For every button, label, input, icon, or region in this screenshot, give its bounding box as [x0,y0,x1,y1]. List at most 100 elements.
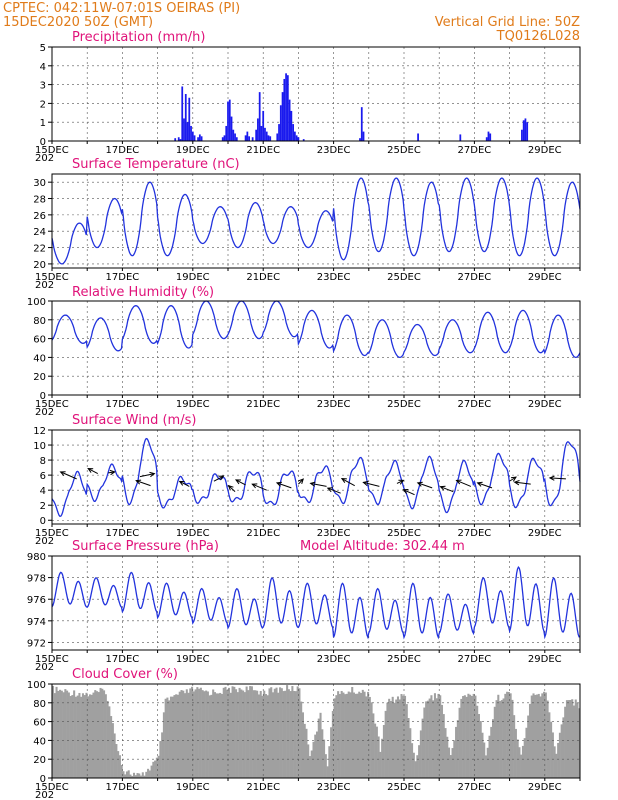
cloud-cover-bar [141,772,144,778]
precipitation-bar [417,133,419,141]
x-tick-label: 17DEC [106,272,140,283]
x-tick-label: 27DEC [458,272,492,283]
y-tick-label: 12 [33,426,46,437]
x-tick-label: 25DEC [387,528,421,539]
cloud-cover-bar [483,742,486,778]
wind-arrow [440,486,454,493]
cloud-cover-bar [189,688,192,778]
cloud-cover-bar [365,696,368,778]
cloud-cover-bar [118,755,121,778]
precipitation-bar [248,136,250,141]
y-tick-label: 40 [33,736,46,747]
precipitation-bar [522,120,525,141]
x-tick-label: 27DEC [458,528,492,539]
y-tick-label: 20 [33,260,46,271]
temperature-title: Surface Temperature (nC) [72,157,240,172]
cloud-cover-bar [280,688,283,778]
y-tick-label: 60 [33,718,46,729]
precipitation-bar [286,75,289,141]
cloud-cover-bar [96,691,99,778]
cloud-cover-bar [395,699,398,778]
cloud-cover-bar [440,704,444,778]
cloud-cover-bar [405,704,408,778]
x-tick-label: 15DEC [35,145,69,156]
cloud-cover-bar [372,713,375,778]
wind-title: Surface Wind (m/s) [72,413,196,428]
precipitation-bar [278,124,280,141]
temperature-xticks: 15DEC202 17DEC 19DEC 21DEC 23DEC 25DEC 27DEC 29… [35,268,581,291]
humidity-yticks: 0 20 40 60 80 100 [27,297,52,402]
precipitation-bar [276,133,279,141]
header-location: CPTEC: 042:11W-07:01S OEIRAS (PI) [3,1,240,16]
cloud-cover-bar [502,698,505,778]
cloud-cover-bar [148,770,151,778]
cloud-cover-bar [557,742,560,778]
precipitation-bar [190,125,192,141]
cloud-cover-bar [448,747,451,778]
cloud-cover-bar [430,695,433,778]
precipitation-bar [269,136,272,141]
cloud-cover-bar [432,700,435,778]
wind-arrow [87,468,98,475]
precipitation-bar [302,139,305,141]
x-tick-label: 19DEC [176,145,210,156]
cloud-cover-bar [490,726,493,778]
cloud-cover-bar [175,694,178,778]
cloud-cover-bar [548,712,551,778]
cloud-cover-bar [64,689,67,778]
y-tick-label: 100 [27,680,46,691]
wind-arrow-head [135,479,142,485]
precipitation-bar [283,78,286,141]
cloud-cover-bar [375,726,378,778]
precipitation-bar [297,137,300,141]
x-tick-label: 17DEC [106,654,140,665]
cloud-cover-bar [384,710,387,778]
cloud-cover-bar [532,693,535,778]
y-tick-label: 26 [33,211,46,222]
cloud-cover-bar [499,701,502,778]
cloud-cover-bar [150,765,153,778]
cloud-cover-bar [569,699,572,778]
cloud-cover-bar [402,695,405,778]
cloud-cover-bar [176,694,180,778]
cloud-cover-bar [500,700,503,778]
cloud-cover-bar [312,741,315,778]
precipitation-bar [198,134,201,141]
cloud-cover-bar [527,715,530,778]
cloud-cover-bar [518,747,521,778]
cloud-cover-bar [377,736,380,778]
cloud-cover-bar [173,695,176,778]
precipitation-bar [265,131,268,141]
y-tick-label: 4 [40,62,46,73]
wind-arrow-head [476,481,483,487]
cloud-cover-bars [52,685,581,778]
cloud-cover-bar [257,694,260,778]
cloud-cover-bar [138,773,141,778]
x-tick-label: 29DEC [528,145,562,156]
x-tick-label: 25DEC [387,782,421,793]
header-run-time: 15DEC2020 50Z (GMT) [3,15,153,30]
cloud-cover-bar [194,689,197,778]
cloud-cover-bar [458,707,461,778]
cloud-cover-bar [110,716,113,778]
cloud-cover-bar [335,695,338,778]
cloud-cover-bar [270,687,273,778]
cloud-cover-bar [213,692,216,778]
cloud-cover-bar [154,760,157,778]
cloud-cover-bar [296,686,299,778]
cloud-cover-bar [472,693,475,778]
cloud-cover-bar [198,688,201,778]
cloud-cover-bar [201,690,204,778]
cloud-cover-bar [210,694,213,778]
x-tick-label: 27DEC [458,145,492,156]
cloud-cover-bar [60,690,63,778]
cloud-cover-bar [90,694,93,778]
cloud-cover-bar [511,699,514,778]
cloud-cover-bar [293,691,296,778]
wind-arrow [509,476,517,482]
cloud-cover-title: Cloud Cover (%) [72,667,178,682]
panel-pressure: Surface Pressure (hPa) Model Altitude: 3… [27,539,581,673]
cloud-cover-bar [136,773,139,778]
cloud-cover-bar [303,723,306,778]
cloud-cover-bar [152,761,155,778]
